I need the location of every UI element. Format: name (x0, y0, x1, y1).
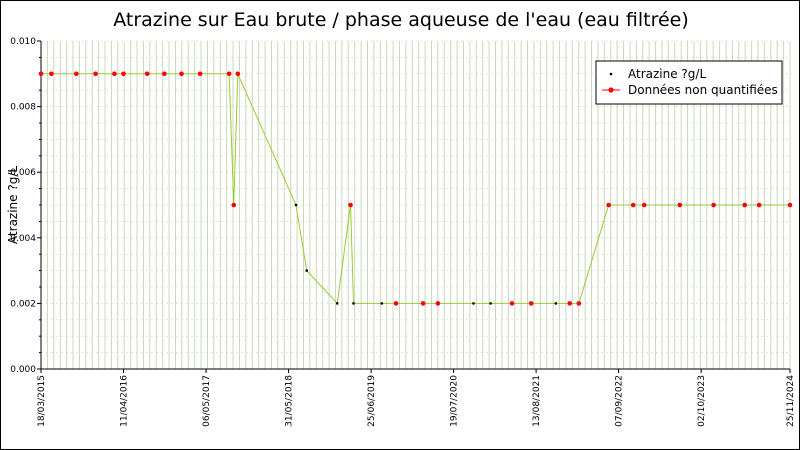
data-point-quantified (554, 302, 558, 305)
x-tick-label: 31/05/2018 (285, 375, 295, 427)
data-point-non-quantified (509, 301, 515, 306)
data-point-quantified (305, 269, 309, 272)
data-point-non-quantified (144, 71, 150, 77)
data-point-non-quantified (197, 71, 203, 77)
data-point-non-quantified (231, 202, 237, 208)
x-tick-label: 02/10/2023 (697, 375, 707, 427)
y-axis-label: Atrazine ?g/L (6, 166, 20, 244)
y-tick-label: 0.002 (10, 299, 36, 309)
data-point-non-quantified (49, 71, 54, 77)
x-tick-label: 25/11/2024 (786, 375, 796, 427)
data-point-non-quantified (435, 301, 441, 306)
data-point-quantified (380, 302, 384, 305)
data-point-non-quantified (641, 202, 647, 208)
x-tick-label: 07/09/2022 (615, 375, 625, 427)
data-point-quantified (472, 302, 475, 305)
data-point-non-quantified (235, 71, 241, 77)
data-point-quantified (335, 302, 339, 305)
data-point-non-quantified (74, 71, 79, 77)
data-point-non-quantified (677, 202, 683, 208)
data-point-non-quantified (711, 202, 716, 208)
data-point-non-quantified (420, 301, 426, 306)
data-point-non-quantified (348, 202, 353, 208)
data-point-quantified (489, 302, 492, 305)
x-tick-label: 13/08/2021 (532, 375, 542, 427)
data-point-non-quantified (567, 301, 573, 306)
y-tick-labels: 0.000 0.002 0.004 0.006 0.008 0.010 (10, 37, 36, 375)
x-tick-label: 11/04/2016 (120, 375, 130, 427)
data-point-non-quantified (756, 202, 762, 208)
x-tick-label: 18/03/2015 (37, 375, 47, 427)
y-tick-label: 0.004 (10, 234, 36, 244)
data-point-non-quantified (630, 202, 636, 208)
data-points (38, 71, 793, 306)
data-point-non-quantified (576, 301, 582, 306)
legend-label-quantified: Atrazine ?g/L (628, 67, 706, 81)
y-tick-label: 0.008 (10, 103, 36, 113)
chart-title: Atrazine sur Eau brute / phase aqueuse d… (113, 9, 689, 31)
data-point-non-quantified (162, 71, 167, 77)
legend-marker-non-quantified (608, 87, 614, 93)
x-tick-label: 25/06/2019 (367, 375, 377, 427)
legend: Atrazine ?g/L Données non quantifiées (595, 60, 783, 105)
data-point-non-quantified (179, 71, 184, 77)
data-point-non-quantified (742, 202, 748, 208)
x-tick-labels: 18/03/2015 11/04/2016 06/05/2017 31/05/2018… (37, 375, 796, 427)
data-point-non-quantified (112, 71, 117, 77)
legend-box (595, 60, 783, 105)
data-point-non-quantified (528, 301, 534, 306)
x-tick-label: 06/05/2017 (202, 375, 212, 427)
data-point-quantified (352, 302, 355, 305)
data-point-non-quantified (93, 71, 98, 77)
data-point-non-quantified (787, 202, 793, 208)
legend-label-non-quantified: Données non quantifiées (628, 83, 778, 97)
data-point-quantified (294, 203, 298, 207)
axes (37, 40, 791, 373)
data-point-non-quantified (121, 71, 126, 77)
y-tick-label: 0.010 (10, 37, 36, 47)
legend-marker-quantified (609, 72, 613, 76)
data-point-non-quantified (38, 71, 44, 77)
data-point-non-quantified (606, 202, 611, 208)
data-point-non-quantified (393, 301, 399, 306)
y-tick-label: 0.000 (10, 365, 36, 375)
y-tick-label: 0.006 (10, 168, 36, 178)
x-tick-label: 19/07/2020 (450, 375, 460, 427)
data-point-non-quantified (226, 71, 232, 77)
